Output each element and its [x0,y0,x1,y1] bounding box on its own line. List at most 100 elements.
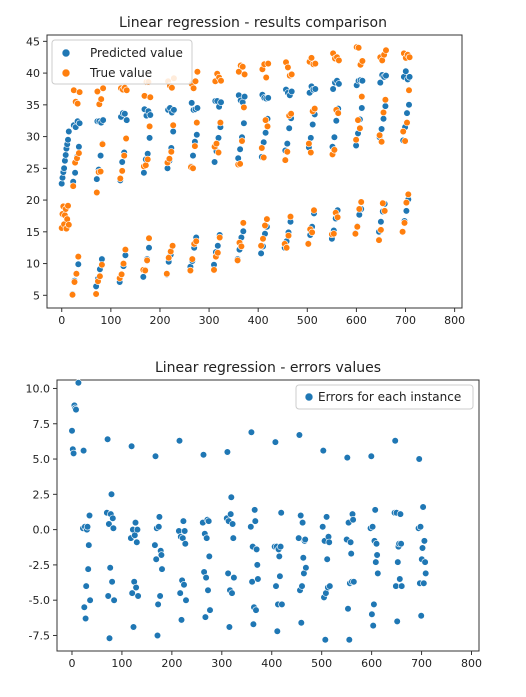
data-point-series-1 [400,219,409,227]
data-point-series-0 [367,452,375,460]
x-tick-label: 0 [58,314,65,327]
data-point-series-1 [212,140,221,148]
data-point-series-0 [374,569,382,578]
data-point-series-0 [251,517,259,525]
data-point-series-0 [241,92,249,101]
data-point-series-1 [258,144,266,152]
data-point-series-0 [272,582,280,590]
data-point-series-1 [193,68,201,76]
data-point-series-1 [283,148,291,156]
data-point-series-0 [80,603,88,611]
x-tick-label: 500 [311,657,332,670]
legend-label-true: True value [89,66,152,80]
data-point-series-1 [381,96,390,104]
y-tick-label: -5.0 [29,594,50,607]
data-point-series-1 [358,92,366,101]
data-point-series-1 [217,77,225,85]
data-point-series-0 [406,73,414,81]
data-point-series-1 [234,256,242,265]
data-point-series-0 [254,575,262,583]
data-point-series-1 [334,109,342,117]
data-point-series-1 [239,219,247,227]
data-point-series-0 [107,490,116,498]
data-point-series-0 [249,620,257,628]
data-point-series-1 [73,99,82,108]
data-point-series-1 [357,198,365,206]
data-point-series-0 [295,534,303,542]
data-point-series-1 [99,84,107,92]
data-point-series-0 [248,578,256,586]
data-point-series-1 [376,131,384,139]
data-point-series-1 [117,270,126,279]
data-point-series-1 [288,70,296,78]
data-point-series-0 [71,169,79,177]
data-point-series-1 [354,116,362,124]
data-point-series-0 [118,158,126,166]
chart-title: Linear regression - errors values [155,360,381,376]
data-point-series-0 [105,634,114,642]
data-point-series-0 [253,545,261,554]
data-point-series-0 [182,596,190,604]
y-tick-label: 7.5 [33,418,51,431]
data-point-series-0 [297,511,305,520]
data-point-series-0 [189,152,197,160]
data-point-series-0 [131,518,140,527]
data-point-series-0 [257,249,265,257]
legend-marker-predicted [61,48,71,58]
data-point-series-1 [93,188,101,197]
data-point-series-0 [347,549,355,558]
data-point-series-0 [145,244,153,252]
data-point-series-1 [146,122,154,130]
data-point-series-1 [145,234,153,242]
y-tick-label: 45 [26,35,40,48]
chart-results-comparison: Linear regression - results comparison 0… [26,15,465,327]
data-point-series-0 [309,120,317,129]
data-point-series-1 [193,118,201,127]
data-point-series-0 [271,438,280,446]
scatter-points [58,43,414,299]
data-point-series-0 [211,158,219,166]
data-point-series-0 [140,169,148,177]
data-point-series-0 [152,555,160,563]
data-point-series-1 [140,92,149,100]
data-point-series-0 [109,514,117,522]
data-point-series-1 [146,93,154,101]
data-point-series-0 [396,510,405,518]
data-point-series-0 [381,102,390,110]
data-point-series-0 [110,596,118,604]
data-point-series-0 [203,534,211,542]
data-point-series-0 [402,67,410,75]
data-point-series-0 [214,242,222,250]
data-point-series-0 [129,623,138,631]
data-point-series-1 [382,46,390,54]
data-point-series-0 [376,78,384,87]
data-point-series-0 [217,98,225,106]
data-point-series-0 [278,600,286,609]
x-tick-label: 400 [261,657,282,670]
data-point-series-0 [75,119,84,127]
data-point-series-1 [261,221,269,230]
data-point-series-0 [85,511,94,520]
data-point-series-0 [358,77,367,85]
data-point-series-0 [347,538,355,546]
data-point-series-1 [263,215,271,223]
data-point-series-0 [403,109,411,117]
legend: Errors for each instance [295,384,474,410]
data-point-series-1 [355,44,363,52]
data-point-series-0 [65,127,73,136]
data-point-series-0 [64,136,72,144]
data-point-series-0 [373,551,381,559]
data-point-series-0 [323,555,331,563]
data-point-series-1 [96,272,104,280]
data-point-series-1 [191,77,200,85]
chart-title: Linear regression - results comparison [119,15,387,31]
data-point-series-1 [75,149,83,157]
data-point-series-0 [154,600,162,609]
data-point-series-0 [225,623,233,631]
data-point-series-1 [216,233,224,242]
data-point-series-0 [321,636,329,644]
data-point-series-0 [297,619,305,627]
y-tick-label: 40 [26,67,40,80]
data-point-series-0 [109,524,117,532]
data-point-series-1 [401,137,409,145]
